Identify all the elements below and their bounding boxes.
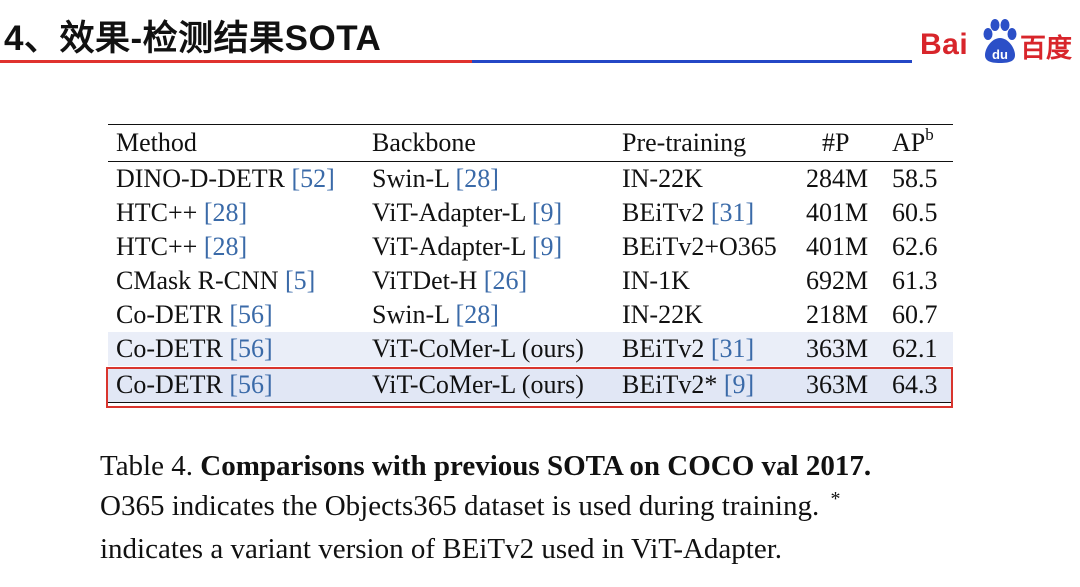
cell-ap: 62.1 <box>892 334 938 363</box>
cell-method: Co-DETR [56] <box>116 334 273 363</box>
citation-ref: [28] <box>455 300 499 329</box>
ap-superscript: b <box>925 125 934 144</box>
table-bottom-rule <box>108 402 953 403</box>
logo-text-du: du <box>992 47 1008 62</box>
logo-text-bai: Bai <box>920 28 969 61</box>
caption-bold-title: Comparisons with previous SOTA on COCO v… <box>200 450 872 482</box>
cell-params: 401M <box>806 198 869 227</box>
citation-ref: [56] <box>229 300 273 329</box>
cell-ap: 58.5 <box>892 164 938 193</box>
caption-line-2: O365 indicates the Objects365 dataset is… <box>100 490 820 522</box>
citation-ref: [5] <box>285 266 316 295</box>
citation-ref: [56] <box>229 370 273 399</box>
col-header-pretraining: Pre-training <box>622 128 747 157</box>
cell-ap: 60.7 <box>892 300 938 329</box>
cell-backbone: ViTDet-H [26] <box>372 266 528 295</box>
cell-params: 218M <box>806 300 869 329</box>
cell-method: Co-DETR [56] <box>116 370 273 399</box>
slide-title: 4、效果-检测结果SOTA <box>4 19 382 58</box>
table-caption: Table 4. Comparisons with previous SOTA … <box>100 446 980 569</box>
table-row: HTC++ [28] ViT-Adapter-L [9] BEiTv2 [31] 40… <box>108 196 953 230</box>
baidu-logo: Bai du 百度 <box>920 14 1075 66</box>
table-row: Co-DETR [56] Swin-L [28] IN-22K 218M 60.7 <box>108 298 953 332</box>
table-header-rule <box>108 161 953 162</box>
citation-ref: [28] <box>455 164 499 193</box>
cell-pretraining: BEiTv2 [31] <box>622 334 755 363</box>
cell-params: 401M <box>806 232 869 261</box>
cell-backbone: Swin-L [28] <box>372 300 499 329</box>
caption-label: Table 4. <box>100 450 193 482</box>
title-underline-blue <box>472 60 912 63</box>
citation-ref: [9] <box>723 370 755 399</box>
col-header-params: #P <box>822 128 850 157</box>
caption-line-3: indicates a variant version of BEiTv2 us… <box>100 533 783 565</box>
cell-method: DINO-D-DETR [52] <box>116 164 335 193</box>
cell-backbone: ViT-Adapter-L [9] <box>372 232 563 261</box>
col-header-method: Method <box>116 128 197 157</box>
col-header-backbone: Backbone <box>372 128 476 157</box>
cell-params: 692M <box>806 266 869 295</box>
citation-ref: [9] <box>531 232 563 261</box>
col-header-ap: APb <box>892 125 934 157</box>
table-row: HTC++ [28] ViT-Adapter-L [9] BEiTv2+O365 40… <box>108 230 953 264</box>
cell-method: HTC++ [28] <box>116 198 248 227</box>
table-row: Co-DETR [56] ViT-CoMer-L (ours) BEiTv2 [31… <box>108 332 953 366</box>
cell-backbone: ViT-CoMer-L (ours) <box>372 370 584 399</box>
cell-pretraining: BEiTv2 [31] <box>622 198 755 227</box>
table-row: DINO-D-DETR [52] Swin-L [28] IN-22K 284M 58.… <box>108 162 953 196</box>
cell-params: 363M <box>806 370 869 399</box>
logo-text-cn: 百度 <box>1020 34 1073 64</box>
cell-ap: 64.3 <box>892 370 938 399</box>
citation-ref: [52] <box>291 164 335 193</box>
cell-pretraining: IN-22K <box>622 300 703 329</box>
title-underline-red <box>0 60 472 63</box>
cell-pretraining: BEiTv2+O365 <box>622 232 777 261</box>
cell-pretraining: IN-1K <box>622 266 690 295</box>
table-header-row: Method Backbone Pre-training #P APb <box>108 125 953 160</box>
citation-ref: [31] <box>710 334 755 363</box>
citation-ref: [9] <box>531 198 563 227</box>
cell-backbone: ViT-Adapter-L [9] <box>372 198 563 227</box>
table-row: Co-DETR [56] ViT-CoMer-L (ours) BEiTv2* [9… <box>108 368 953 402</box>
citation-ref: [26] <box>483 266 528 295</box>
cell-method: CMask R-CNN [5] <box>116 266 316 295</box>
highlight-box-best-result <box>106 367 953 408</box>
table-row: CMask R-CNN [5] ViTDet-H [26] IN-1K 692M 61.… <box>108 264 953 298</box>
table-top-rule <box>108 124 953 125</box>
cell-ap: 60.5 <box>892 198 938 227</box>
cell-backbone: Swin-L [28] <box>372 164 499 193</box>
citation-ref: [28] <box>203 232 248 261</box>
cell-method: Co-DETR [56] <box>116 300 273 329</box>
citation-ref: [56] <box>229 334 273 363</box>
cell-params: 284M <box>806 164 869 193</box>
citation-ref: [31] <box>710 198 755 227</box>
baidu-paw-icon: du <box>983 19 1017 63</box>
cell-ap: 61.3 <box>892 266 938 295</box>
cell-ap: 62.6 <box>892 232 938 261</box>
caption-asterisk: * <box>830 488 841 510</box>
citation-ref: [28] <box>203 198 248 227</box>
cell-backbone: ViT-CoMer-L (ours) <box>372 334 584 363</box>
cell-pretraining: IN-22K <box>622 164 703 193</box>
cell-method: HTC++ [28] <box>116 232 248 261</box>
cell-pretraining: BEiTv2* [9] <box>622 370 755 399</box>
cell-params: 363M <box>806 334 869 363</box>
